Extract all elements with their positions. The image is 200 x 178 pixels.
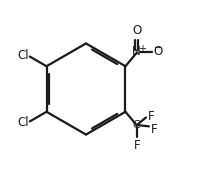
Text: +: + <box>138 44 146 54</box>
Text: C: C <box>133 120 141 130</box>
Text: O: O <box>132 24 141 37</box>
Text: F: F <box>147 110 154 123</box>
Text: F: F <box>133 139 140 152</box>
Text: O: O <box>153 45 163 58</box>
Text: F: F <box>150 123 157 136</box>
Text: −: − <box>154 43 162 53</box>
Text: N: N <box>132 45 141 58</box>
Text: Cl: Cl <box>17 49 29 62</box>
Text: Cl: Cl <box>17 116 29 129</box>
